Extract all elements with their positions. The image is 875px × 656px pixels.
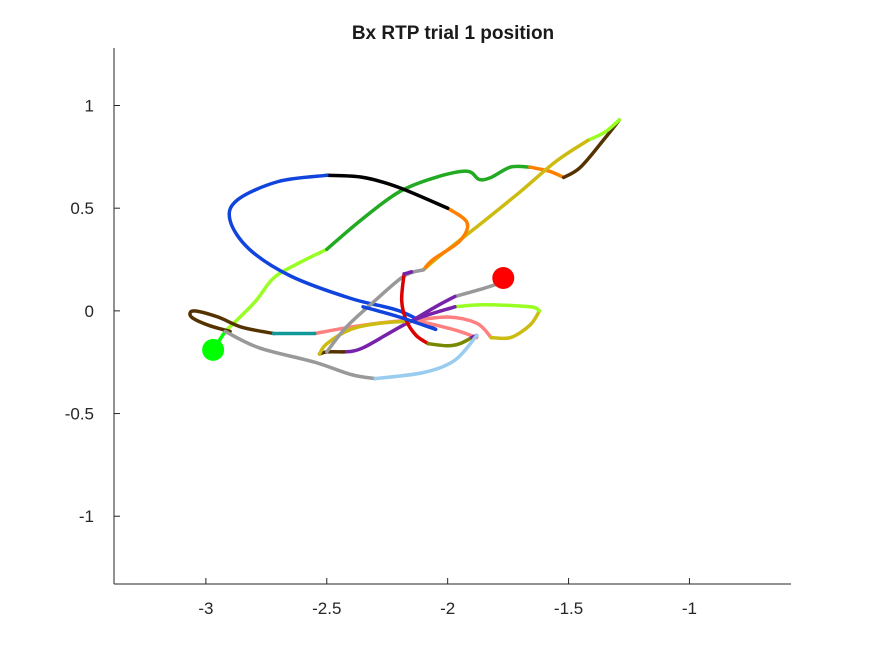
trajectory-segment — [325, 164, 532, 252]
x-ticks: -3 -2.5 -2 -1.5 -1 — [198, 578, 697, 618]
trajectory-segment — [426, 335, 474, 348]
trajectory-segment — [341, 305, 457, 354]
x-tick-label: -2 — [440, 599, 455, 618]
trajectory-segment — [325, 173, 450, 210]
x-tick-label: -3 — [198, 599, 213, 618]
trajectory-segment — [399, 272, 431, 346]
trajectory-segment — [409, 315, 493, 340]
x-tick-label: -1.5 — [554, 599, 583, 618]
y-tick-label: -1 — [79, 507, 94, 526]
y-tick-label: 1 — [85, 97, 94, 116]
trajectory-segment — [317, 319, 414, 356]
x-tick-label: -1 — [682, 599, 697, 618]
trajectory-series — [188, 118, 622, 381]
trajectory-segment — [586, 118, 622, 143]
y-tick-label: 0.5 — [70, 199, 94, 218]
y-ticks: 1 0.5 0 -0.5 -1 — [65, 97, 120, 526]
trajectory-segment — [317, 350, 346, 356]
trajectory-segment — [223, 329, 377, 381]
chart-title: Bx RTP trial 1 position — [352, 23, 554, 44]
y-tick-label: 0 — [85, 302, 94, 321]
trajectory-segment — [421, 206, 470, 272]
trajectory-segment — [361, 305, 438, 332]
end-marker — [492, 267, 515, 290]
trajectory-markers — [202, 267, 515, 361]
trajectory-segment — [528, 165, 566, 180]
trajectory-segment — [409, 294, 457, 323]
x-tick-label: -2.5 — [312, 599, 341, 618]
trajectory-segment — [402, 270, 414, 276]
trajectory-segment — [227, 173, 438, 332]
plot-axes — [113, 48, 791, 585]
trajectory-segment — [223, 247, 329, 334]
y-tick-label: -0.5 — [65, 405, 94, 424]
trajectory-segment — [453, 302, 542, 313]
trajectory-segment — [489, 309, 542, 341]
start-marker — [202, 338, 225, 361]
trajectory-segment — [188, 309, 276, 336]
trajectory-segment — [373, 333, 479, 381]
